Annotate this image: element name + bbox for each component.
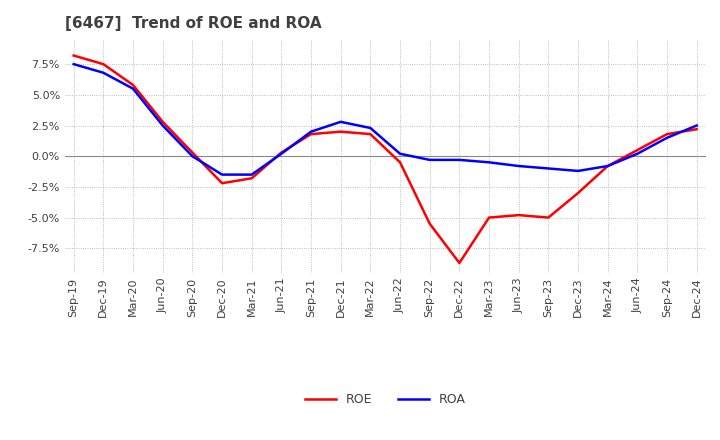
- ROA: [336, 119, 345, 125]
- ROA: [426, 157, 434, 162]
- ROE: [217, 180, 226, 186]
- ROA: [248, 172, 256, 177]
- ROE: [248, 176, 256, 181]
- ROA: [693, 123, 701, 128]
- ROA: [217, 172, 226, 177]
- Text: [6467]  Trend of ROE and ROA: [6467] Trend of ROE and ROA: [65, 16, 321, 32]
- ROA: [633, 151, 642, 156]
- ROA: [277, 151, 286, 156]
- ROA: [158, 123, 167, 128]
- ROE: [455, 260, 464, 266]
- ROE: [366, 132, 374, 137]
- Line: ROA: ROA: [73, 64, 697, 175]
- ROA: [455, 157, 464, 162]
- Line: ROE: ROE: [73, 55, 697, 263]
- ROA: [307, 129, 315, 134]
- ROA: [69, 62, 78, 67]
- ROE: [99, 62, 108, 67]
- ROE: [129, 82, 138, 88]
- ROA: [396, 151, 405, 156]
- ROE: [158, 119, 167, 125]
- ROA: [514, 163, 523, 169]
- ROE: [307, 132, 315, 137]
- ROE: [188, 150, 197, 155]
- ROE: [633, 147, 642, 153]
- ROA: [544, 166, 553, 171]
- ROA: [99, 70, 108, 75]
- ROE: [426, 221, 434, 226]
- ROE: [574, 191, 582, 196]
- ROE: [603, 163, 612, 169]
- ROA: [662, 135, 671, 140]
- ROE: [396, 160, 405, 165]
- ROE: [69, 53, 78, 58]
- ROA: [129, 86, 138, 92]
- ROA: [188, 154, 197, 159]
- ROE: [485, 215, 493, 220]
- ROA: [574, 168, 582, 173]
- ROA: [366, 125, 374, 131]
- ROE: [336, 129, 345, 134]
- ROE: [277, 150, 286, 155]
- ROE: [544, 215, 553, 220]
- Legend: ROE, ROA: ROE, ROA: [300, 388, 471, 411]
- ROE: [514, 213, 523, 218]
- ROE: [693, 127, 701, 132]
- ROE: [662, 132, 671, 137]
- ROA: [485, 160, 493, 165]
- ROA: [603, 163, 612, 169]
